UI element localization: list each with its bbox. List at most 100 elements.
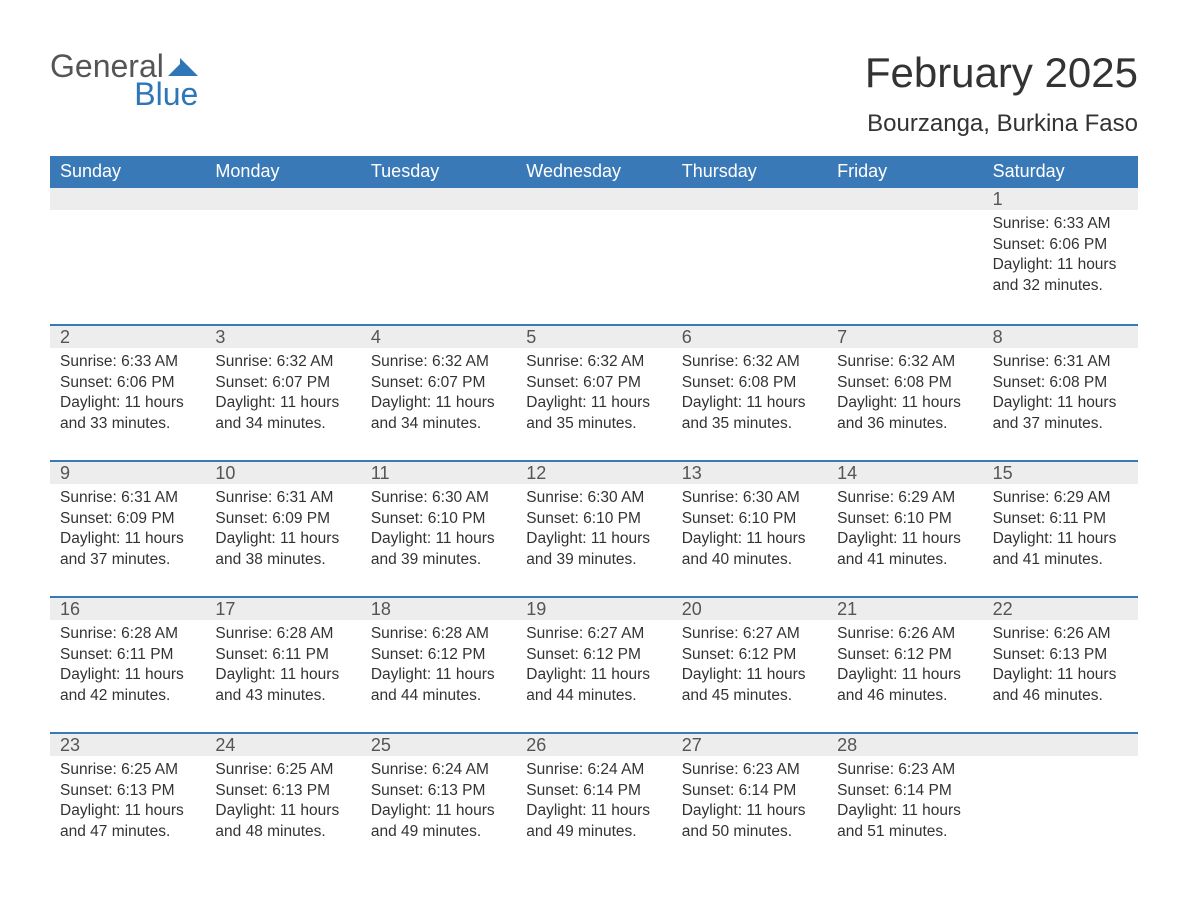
sunset-line: Sunset: 6:08 PM	[837, 373, 972, 393]
sunset-line: Sunset: 6:11 PM	[215, 645, 350, 665]
sunset-line: Sunset: 6:13 PM	[993, 645, 1128, 665]
day-cell	[516, 188, 671, 324]
day-number-band: 5	[516, 326, 671, 348]
daylight-line-1: Daylight: 11 hours	[526, 529, 661, 549]
day-number-band: 17	[205, 598, 360, 620]
day-cell: 16Sunrise: 6:28 AMSunset: 6:11 PMDayligh…	[50, 598, 205, 732]
day-number: 3	[205, 327, 225, 348]
daylight-line-1: Daylight: 11 hours	[837, 393, 972, 413]
calendar-page: General Blue February 2025 Bourzanga, Bu…	[0, 0, 1188, 868]
day-number-band: 23	[50, 734, 205, 756]
day-number: 20	[672, 599, 702, 620]
sunrise-line: Sunrise: 6:24 AM	[371, 760, 506, 780]
daylight-line-1: Daylight: 11 hours	[837, 529, 972, 549]
sunrise-line: Sunrise: 6:29 AM	[837, 488, 972, 508]
day-cell: 12Sunrise: 6:30 AMSunset: 6:10 PMDayligh…	[516, 462, 671, 596]
day-body: Sunrise: 6:29 AMSunset: 6:11 PMDaylight:…	[983, 484, 1138, 570]
day-cell: 10Sunrise: 6:31 AMSunset: 6:09 PMDayligh…	[205, 462, 360, 596]
day-body: Sunrise: 6:32 AMSunset: 6:08 PMDaylight:…	[827, 348, 982, 434]
day-cell: 19Sunrise: 6:27 AMSunset: 6:12 PMDayligh…	[516, 598, 671, 732]
logo: General Blue	[50, 50, 198, 110]
daylight-line-1: Daylight: 11 hours	[682, 393, 817, 413]
day-body: Sunrise: 6:31 AMSunset: 6:08 PMDaylight:…	[983, 348, 1138, 434]
sunset-line: Sunset: 6:07 PM	[215, 373, 350, 393]
weekday-header: Saturday	[983, 156, 1138, 188]
day-cell	[983, 734, 1138, 868]
day-body: Sunrise: 6:30 AMSunset: 6:10 PMDaylight:…	[516, 484, 671, 570]
sunset-line: Sunset: 6:14 PM	[682, 781, 817, 801]
day-number: 14	[827, 463, 857, 484]
day-number: 16	[50, 599, 80, 620]
day-number-band: 13	[672, 462, 827, 484]
sunrise-line: Sunrise: 6:33 AM	[60, 352, 195, 372]
calendar: SundayMondayTuesdayWednesdayThursdayFrid…	[50, 156, 1138, 868]
day-body: Sunrise: 6:27 AMSunset: 6:12 PMDaylight:…	[516, 620, 671, 706]
sunrise-line: Sunrise: 6:26 AM	[837, 624, 972, 644]
daylight-line-2: and 42 minutes.	[60, 686, 195, 706]
daylight-line-2: and 33 minutes.	[60, 414, 195, 434]
sunrise-line: Sunrise: 6:27 AM	[526, 624, 661, 644]
day-cell: 18Sunrise: 6:28 AMSunset: 6:12 PMDayligh…	[361, 598, 516, 732]
sunset-line: Sunset: 6:10 PM	[837, 509, 972, 529]
day-cell: 23Sunrise: 6:25 AMSunset: 6:13 PMDayligh…	[50, 734, 205, 868]
sunset-line: Sunset: 6:10 PM	[682, 509, 817, 529]
daylight-line-1: Daylight: 11 hours	[682, 801, 817, 821]
daylight-line-2: and 39 minutes.	[526, 550, 661, 570]
daylight-line-2: and 47 minutes.	[60, 822, 195, 842]
day-number: 19	[516, 599, 546, 620]
day-number-band: 7	[827, 326, 982, 348]
sunrise-line: Sunrise: 6:28 AM	[371, 624, 506, 644]
day-cell: 5Sunrise: 6:32 AMSunset: 6:07 PMDaylight…	[516, 326, 671, 460]
page-title: February 2025	[865, 50, 1138, 96]
sunrise-line: Sunrise: 6:24 AM	[526, 760, 661, 780]
weekday-header: Tuesday	[361, 156, 516, 188]
day-number-band: 4	[361, 326, 516, 348]
weekday-header: Thursday	[672, 156, 827, 188]
day-number-band: 26	[516, 734, 671, 756]
day-cell	[672, 188, 827, 324]
day-number: 26	[516, 735, 546, 756]
daylight-line-1: Daylight: 11 hours	[215, 529, 350, 549]
day-number: 27	[672, 735, 702, 756]
day-body: Sunrise: 6:30 AMSunset: 6:10 PMDaylight:…	[361, 484, 516, 570]
daylight-line-2: and 40 minutes.	[682, 550, 817, 570]
daylight-line-2: and 49 minutes.	[371, 822, 506, 842]
sunset-line: Sunset: 6:14 PM	[837, 781, 972, 801]
week-row: 9Sunrise: 6:31 AMSunset: 6:09 PMDaylight…	[50, 460, 1138, 596]
day-number: 10	[205, 463, 235, 484]
day-body: Sunrise: 6:26 AMSunset: 6:12 PMDaylight:…	[827, 620, 982, 706]
day-body: Sunrise: 6:32 AMSunset: 6:07 PMDaylight:…	[361, 348, 516, 434]
day-number-band: 27	[672, 734, 827, 756]
day-number: 7	[827, 327, 847, 348]
weekday-header: Wednesday	[516, 156, 671, 188]
sunrise-line: Sunrise: 6:23 AM	[837, 760, 972, 780]
daylight-line-1: Daylight: 11 hours	[993, 255, 1128, 275]
daylight-line-2: and 48 minutes.	[215, 822, 350, 842]
sunrise-line: Sunrise: 6:28 AM	[60, 624, 195, 644]
daylight-line-1: Daylight: 11 hours	[371, 801, 506, 821]
day-body: Sunrise: 6:27 AMSunset: 6:12 PMDaylight:…	[672, 620, 827, 706]
day-body: Sunrise: 6:30 AMSunset: 6:10 PMDaylight:…	[672, 484, 827, 570]
sunset-line: Sunset: 6:07 PM	[526, 373, 661, 393]
day-cell: 26Sunrise: 6:24 AMSunset: 6:14 PMDayligh…	[516, 734, 671, 868]
day-body: Sunrise: 6:25 AMSunset: 6:13 PMDaylight:…	[205, 756, 360, 842]
day-number-band: 2	[50, 326, 205, 348]
day-cell: 15Sunrise: 6:29 AMSunset: 6:11 PMDayligh…	[983, 462, 1138, 596]
sunrise-line: Sunrise: 6:26 AM	[993, 624, 1128, 644]
day-cell: 8Sunrise: 6:31 AMSunset: 6:08 PMDaylight…	[983, 326, 1138, 460]
sunset-line: Sunset: 6:13 PM	[215, 781, 350, 801]
day-body: Sunrise: 6:31 AMSunset: 6:09 PMDaylight:…	[205, 484, 360, 570]
daylight-line-2: and 43 minutes.	[215, 686, 350, 706]
header: General Blue February 2025 Bourzanga, Bu…	[50, 50, 1138, 138]
sunrise-line: Sunrise: 6:29 AM	[993, 488, 1128, 508]
day-number-band: 8	[983, 326, 1138, 348]
day-cell: 27Sunrise: 6:23 AMSunset: 6:14 PMDayligh…	[672, 734, 827, 868]
day-number-band: 11	[361, 462, 516, 484]
day-body: Sunrise: 6:33 AMSunset: 6:06 PMDaylight:…	[50, 348, 205, 434]
day-number: 4	[361, 327, 381, 348]
daylight-line-1: Daylight: 11 hours	[993, 529, 1128, 549]
day-cell: 21Sunrise: 6:26 AMSunset: 6:12 PMDayligh…	[827, 598, 982, 732]
day-cell: 2Sunrise: 6:33 AMSunset: 6:06 PMDaylight…	[50, 326, 205, 460]
sunset-line: Sunset: 6:12 PM	[371, 645, 506, 665]
daylight-line-2: and 51 minutes.	[837, 822, 972, 842]
